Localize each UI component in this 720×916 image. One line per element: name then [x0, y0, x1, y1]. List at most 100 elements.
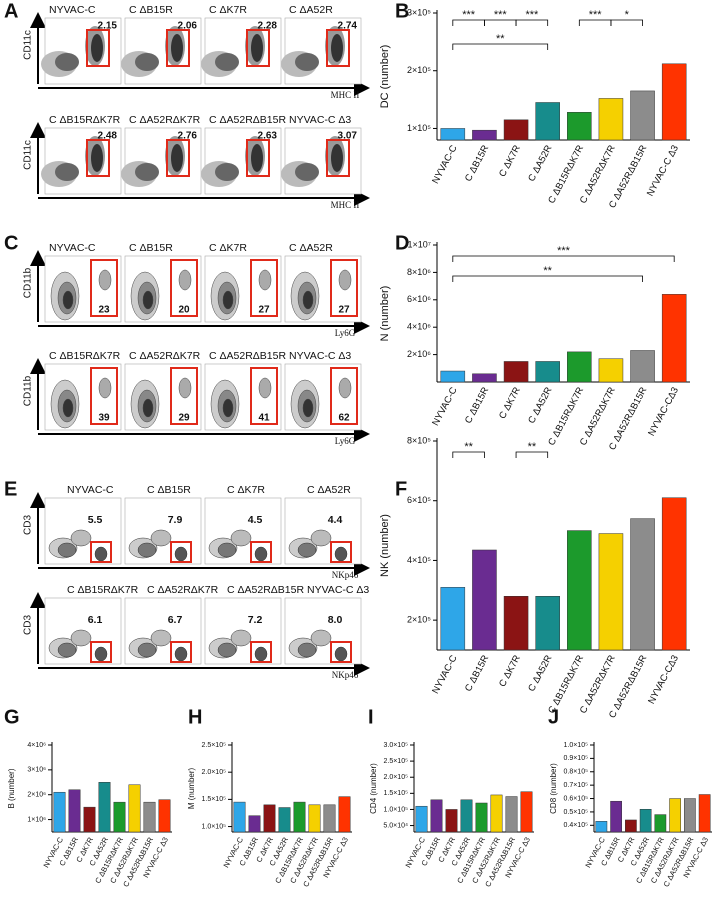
gate-value: 5.5	[88, 514, 103, 526]
y-tick-label: 3×10⁶	[27, 767, 46, 774]
y-tick-label: 6×10⁶	[407, 294, 431, 304]
gate-value: 2.48	[98, 131, 118, 142]
plot-title: C ΔA52R	[289, 242, 333, 254]
bar	[535, 102, 560, 141]
x-tick-label: C ΔB15R	[463, 385, 491, 425]
gate	[170, 367, 198, 425]
panel-letter: B	[395, 0, 409, 22]
y-tick-label: 1.0×10⁵	[383, 806, 408, 813]
plot-title: C ΔB15R	[129, 242, 173, 254]
gate-value: 62	[338, 413, 350, 424]
gate-value: 23	[98, 305, 110, 316]
gate	[326, 139, 350, 177]
x-tick-label: C ΔK7R	[497, 385, 523, 421]
x-axis-label: Ly6G	[335, 436, 356, 446]
density	[254, 646, 268, 662]
x-tick-label: NYVAC-C	[430, 653, 460, 695]
panel-letter: D	[395, 232, 409, 254]
density	[222, 398, 234, 418]
bar	[595, 821, 608, 833]
panel-letter: G	[4, 706, 20, 728]
gate	[326, 29, 350, 67]
density	[295, 163, 319, 181]
y-axis-label: M (number)	[187, 767, 196, 809]
bar	[308, 804, 321, 833]
density	[98, 377, 112, 399]
bar	[158, 799, 171, 833]
density	[57, 542, 77, 558]
bar	[567, 351, 592, 383]
y-tick-label: 3.0×10⁵	[383, 742, 408, 749]
gate-value: 27	[338, 305, 350, 316]
density	[98, 269, 112, 291]
bar	[472, 549, 497, 651]
bar	[430, 799, 443, 833]
x-tick-label: C ΔA52R	[526, 385, 554, 425]
bar	[475, 802, 488, 833]
bar	[472, 373, 497, 383]
x-tick-label: NYVAC-C Δ3	[645, 143, 681, 198]
bar	[661, 497, 687, 651]
gate	[330, 259, 358, 317]
gate	[250, 641, 272, 663]
bar	[233, 801, 246, 833]
y-tick-label: 2×10⁶	[27, 792, 46, 799]
gate-value: 2.06	[178, 21, 198, 32]
plot-title: C ΔB15RΔK7R	[49, 350, 121, 362]
bar	[490, 794, 503, 833]
x-tick-label: NYVAC-C	[430, 385, 460, 427]
bar	[415, 805, 428, 833]
gate-value: 4.4	[328, 514, 343, 526]
gate	[170, 259, 198, 317]
significance-label: ***	[525, 9, 539, 21]
bar	[83, 806, 96, 833]
y-tick-label: 4×10⁶	[27, 742, 46, 749]
y-axis-label: CD4 (number)	[369, 763, 378, 814]
bar	[505, 796, 518, 833]
density	[297, 642, 317, 658]
significance-label: ***	[462, 9, 476, 21]
gate	[246, 29, 270, 67]
y-axis-label: CD11b	[23, 375, 34, 406]
significance-bracket	[452, 255, 675, 262]
plot-title: C ΔB15RΔK7R	[49, 114, 121, 126]
gate	[250, 367, 278, 425]
density	[215, 163, 239, 181]
panel-letter: A	[4, 0, 18, 22]
gate	[170, 541, 192, 563]
y-axis-label: B (number)	[7, 768, 16, 808]
density	[94, 646, 108, 662]
density	[338, 269, 352, 291]
density	[334, 646, 348, 662]
gate-value: 8.0	[328, 614, 343, 626]
x-axis-label: MHC II	[331, 90, 360, 100]
plot-title: C ΔB15R	[129, 4, 173, 16]
panel-letter: C	[4, 232, 18, 254]
density	[91, 144, 103, 172]
bar	[630, 518, 655, 651]
y-axis-label: DC (number)	[379, 45, 391, 109]
significance-label: ***	[494, 9, 508, 21]
x-tick-label: C ΔK7R	[497, 143, 523, 179]
y-tick-label: 3×10⁵	[407, 7, 431, 17]
panel-letter: F	[395, 478, 407, 500]
significance-label: **	[464, 441, 473, 453]
density	[217, 642, 237, 658]
plot-title: C ΔA52R	[307, 484, 351, 496]
density	[258, 377, 272, 399]
plot-title: C ΔB15RΔK7R	[67, 584, 139, 596]
x-axis-label: Ly6G	[335, 328, 356, 338]
density	[178, 269, 192, 291]
y-tick-label: 1.0×10⁵	[563, 742, 588, 749]
plot-title: C ΔA52R	[289, 4, 333, 16]
significance-bracket	[452, 43, 549, 50]
density	[142, 398, 154, 418]
density	[171, 34, 183, 62]
x-tick-label: NYVAC-CΔ3	[646, 653, 681, 706]
bar	[567, 530, 592, 651]
y-tick-label: 4×10⁵	[407, 555, 431, 565]
plot-title: C ΔB15R	[147, 484, 191, 496]
gate	[166, 139, 190, 177]
bar	[661, 63, 687, 141]
gate-value: 2.28	[258, 21, 278, 32]
